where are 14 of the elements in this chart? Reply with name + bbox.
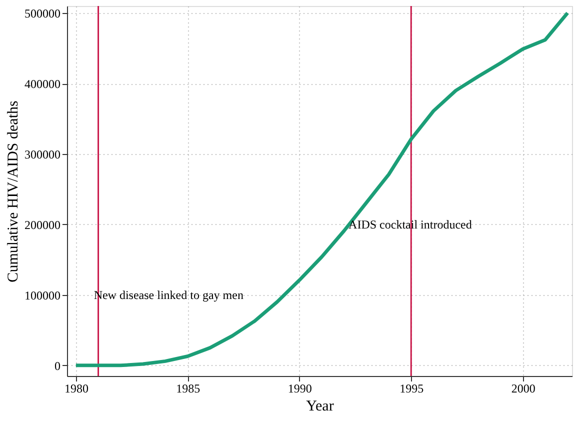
x-tick-label: 1995 <box>400 382 424 396</box>
y-tick-label: 100000 <box>24 288 60 302</box>
line-series <box>74 11 570 368</box>
y-tick-label: 400000 <box>24 77 60 92</box>
x-tick-label: 2000 <box>511 382 536 396</box>
x-axis-title: Year <box>306 398 334 414</box>
y-tick-label: 300000 <box>24 148 60 162</box>
x-tick-label: 1985 <box>176 382 200 396</box>
y-tick-label: 500000 <box>24 6 60 21</box>
y-tick-label: 200000 <box>24 218 60 232</box>
y-axis-title: Cumulative HIV/AIDS deaths <box>6 100 22 282</box>
x-tick-label: 1980 <box>64 382 88 396</box>
y-tick-label: 0 <box>54 358 60 373</box>
x-tick-label: 1990 <box>288 382 312 396</box>
